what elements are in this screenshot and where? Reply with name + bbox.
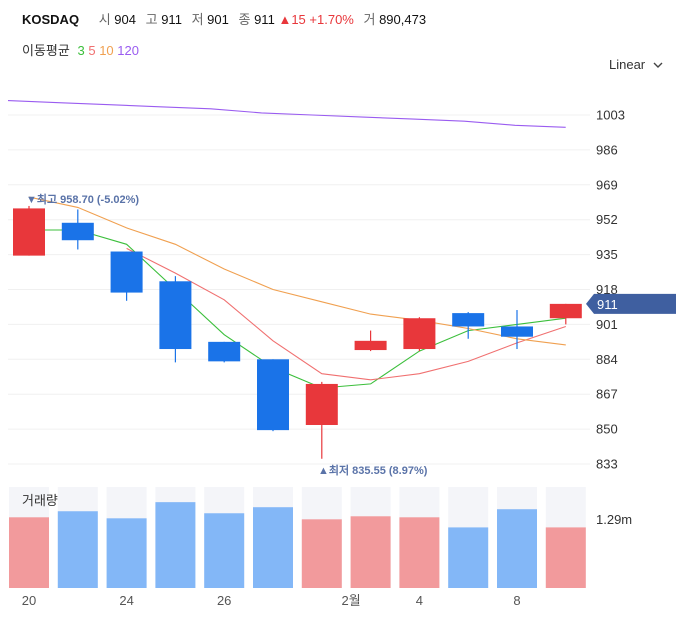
volume-axis-label: 1.29m bbox=[596, 512, 632, 527]
price-tick-label: 833 bbox=[596, 457, 618, 472]
ma-legend-10[interactable]: 10 bbox=[99, 43, 114, 58]
high-label: 고 bbox=[145, 12, 158, 27]
candle-body bbox=[110, 251, 143, 293]
candle bbox=[501, 310, 533, 350]
volume-bar bbox=[57, 511, 98, 588]
x-tick-label: 2월 bbox=[341, 593, 360, 608]
symbol-name: KOSDAQ bbox=[22, 12, 80, 27]
candle bbox=[61, 209, 94, 250]
moving-average-line-10 bbox=[28, 196, 566, 346]
volume-bar bbox=[448, 527, 489, 588]
volume-title: 거래량 bbox=[22, 493, 58, 508]
moving-average-legend: 이동평균 3 5 10 120 bbox=[22, 40, 139, 59]
candle bbox=[305, 381, 338, 459]
moving-average-line-5 bbox=[126, 247, 566, 381]
candle bbox=[110, 251, 143, 301]
chevron-down-icon bbox=[653, 62, 663, 69]
low-label: 저 bbox=[191, 12, 204, 27]
candle-body bbox=[13, 208, 45, 256]
candle-body bbox=[403, 318, 436, 350]
x-tick-label: 8 bbox=[513, 593, 520, 608]
volume-bar bbox=[399, 517, 440, 588]
price-tick-label: 952 bbox=[596, 212, 618, 227]
high-value: 911 bbox=[161, 12, 182, 27]
volume-bar bbox=[155, 502, 196, 588]
close-value: 911 bbox=[254, 12, 275, 27]
change-up-icon: ▲ bbox=[278, 12, 292, 27]
candle bbox=[208, 341, 241, 363]
ma-legend-3[interactable]: 3 bbox=[77, 43, 85, 58]
candle bbox=[452, 312, 485, 339]
ma-legend-5[interactable]: 5 bbox=[88, 43, 96, 58]
x-tick-label: 20 bbox=[22, 593, 36, 608]
candle bbox=[549, 303, 582, 325]
moving-average-line-3 bbox=[29, 229, 566, 389]
candle-body bbox=[549, 303, 582, 319]
candle bbox=[13, 205, 45, 256]
candle-body bbox=[61, 222, 94, 241]
volume-bar bbox=[9, 517, 49, 588]
candle-body bbox=[159, 281, 192, 350]
x-tick-label: 24 bbox=[119, 593, 133, 608]
x-tick-label: 26 bbox=[217, 593, 231, 608]
volume-bar bbox=[545, 527, 586, 588]
open-label: 시 bbox=[98, 12, 111, 27]
candle bbox=[257, 359, 289, 432]
ma-legend-120[interactable]: 120 bbox=[117, 43, 139, 58]
price-tick-label: 1003 bbox=[596, 108, 625, 123]
volume-bar bbox=[253, 507, 293, 588]
price-tick-label: 918 bbox=[596, 282, 618, 297]
low-annotation: ▲최저 835.55 (8.97%) bbox=[318, 463, 428, 477]
change-value: 15 bbox=[291, 12, 306, 27]
candle-body bbox=[208, 341, 241, 362]
candle bbox=[159, 276, 192, 363]
volume-bar bbox=[497, 509, 537, 588]
volume-bar bbox=[106, 518, 147, 588]
moving-average-line-120 bbox=[7, 100, 566, 128]
volume-label: 거 bbox=[363, 12, 376, 27]
change-percent: +1.70% bbox=[309, 12, 354, 27]
ma-legend-title: 이동평균 bbox=[22, 43, 70, 58]
low-value: 901 bbox=[207, 12, 229, 27]
last-price-tag-label: 911 bbox=[597, 297, 618, 312]
x-tick-label: 4 bbox=[416, 593, 423, 608]
volume-bar bbox=[301, 519, 342, 588]
price-tick-label: 901 bbox=[596, 317, 618, 332]
open-value: 904 bbox=[114, 12, 136, 27]
price-tick-label: 935 bbox=[596, 247, 618, 262]
price-tick-label: 850 bbox=[596, 422, 618, 437]
volume-bar bbox=[204, 513, 245, 588]
quote-header: KOSDAQ 시 904 고 911 저 901 종 911 ▲15 +1.70… bbox=[22, 9, 426, 28]
high-annotation: ▼최고 958.70 (-5.02%) bbox=[26, 192, 139, 206]
candle bbox=[354, 330, 387, 352]
price-tick-label: 867 bbox=[596, 387, 618, 402]
candle-body bbox=[354, 340, 387, 351]
candle-body bbox=[305, 383, 338, 425]
candle bbox=[403, 317, 436, 352]
candle-body bbox=[501, 326, 533, 337]
price-tick-label: 986 bbox=[596, 142, 618, 157]
volume-value: 890,473 bbox=[379, 12, 427, 27]
last-price-tag bbox=[586, 293, 676, 314]
scale-select-value: Linear bbox=[609, 57, 646, 72]
candle-body bbox=[257, 359, 289, 431]
close-label: 종 bbox=[238, 12, 251, 27]
candle-body bbox=[452, 313, 485, 327]
volume-bar bbox=[350, 516, 391, 588]
price-tick-label: 884 bbox=[596, 352, 618, 367]
price-tick-label: 969 bbox=[596, 177, 618, 192]
scale-select[interactable]: Linear bbox=[609, 57, 663, 72]
